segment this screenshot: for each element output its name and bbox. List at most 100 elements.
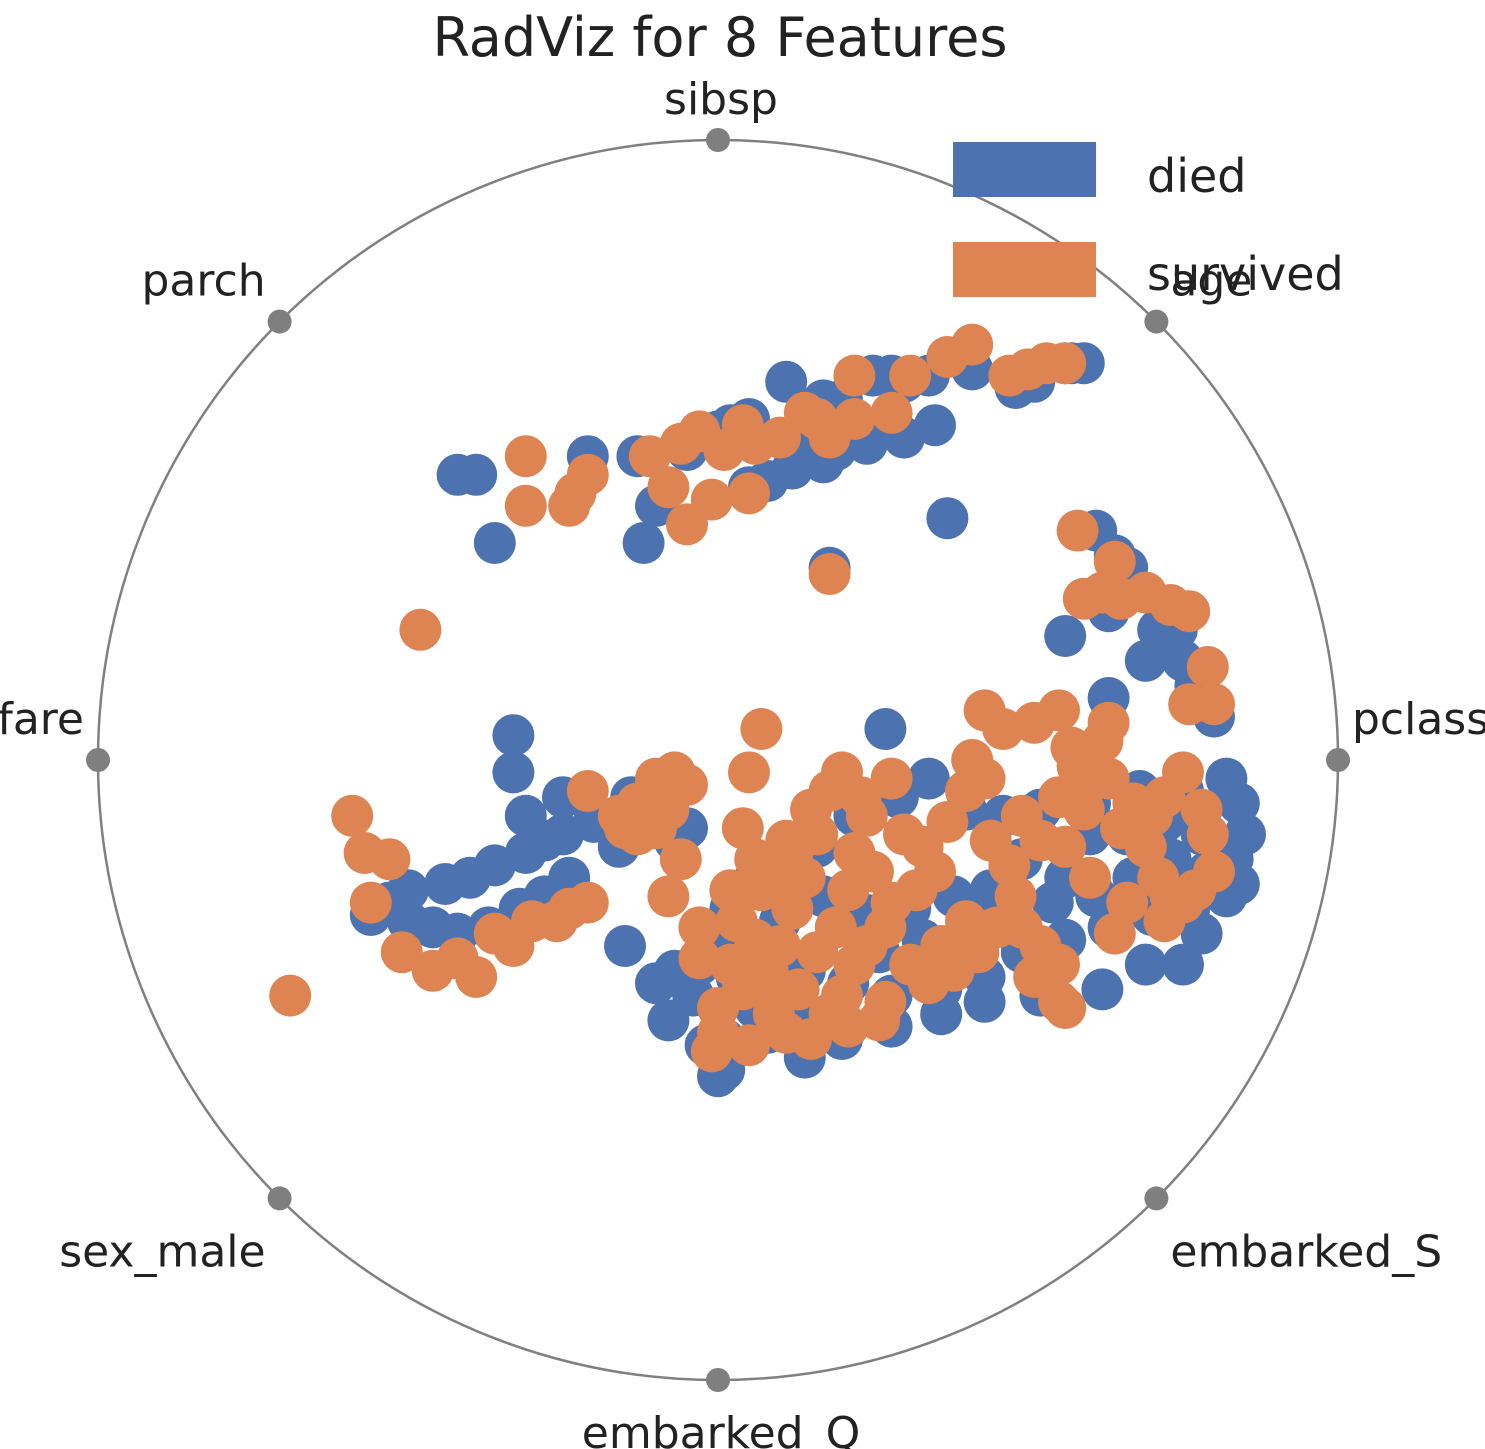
point-survived-156 [1044, 825, 1087, 868]
point-died-79 [635, 962, 677, 1005]
point-survived-131 [920, 925, 963, 967]
point-survived-165 [1044, 987, 1087, 1029]
point-survived-116 [926, 801, 969, 843]
point-survived-12 [833, 354, 876, 397]
point-survived-139 [1081, 720, 1124, 763]
anchor-sex-male [267, 1186, 292, 1211]
point-survived-54 [455, 956, 498, 998]
point-survived-127 [889, 943, 932, 986]
point-survived-31 [1056, 509, 1099, 552]
point-survived-25 [870, 391, 913, 434]
anchor-sibsp [706, 128, 730, 152]
point-survived-71 [659, 838, 702, 881]
point-survived-35 [1062, 577, 1105, 620]
anchor-label-sibsp: sibsp [664, 74, 778, 125]
point-survived-41 [1168, 683, 1211, 726]
legend-label-died: died [1147, 149, 1246, 203]
point-survived-149 [1180, 788, 1223, 831]
point-survived-48 [368, 838, 411, 881]
point-survived-158 [1075, 757, 1118, 800]
point-died-50 [492, 714, 535, 757]
point-died-146 [1031, 881, 1074, 924]
point-died-94 [1124, 943, 1167, 986]
anchor-label-sex-male: sex_male [59, 1226, 265, 1277]
anchor-label-fare: fare [0, 694, 84, 745]
point-survived-167 [1143, 900, 1186, 943]
point-survived-22 [728, 472, 770, 515]
point-died-77 [604, 925, 646, 967]
point-survived-24 [833, 398, 876, 440]
point-died-51 [492, 751, 535, 794]
anchor-embarked-q [706, 1368, 730, 1392]
point-survived-172 [740, 962, 783, 1005]
point-survived-176 [839, 776, 882, 819]
series-survived [269, 323, 1235, 1073]
point-survived-147 [1193, 850, 1235, 893]
point-survived-19 [1044, 342, 1087, 385]
point-survived-74 [728, 751, 770, 794]
point-survived-168 [1013, 956, 1056, 998]
point-survived-107 [690, 1030, 733, 1073]
point-survived-51 [380, 931, 423, 974]
point-died-2 [473, 522, 516, 564]
legend-swatch-survived [953, 242, 1096, 297]
point-survived-28 [647, 466, 690, 509]
anchor-label-embarked-q: embarked_Q [582, 1408, 860, 1449]
anchor-label-pclass: pclass [1352, 694, 1485, 745]
point-survived-30 [808, 553, 851, 595]
point-died-95 [1162, 943, 1204, 986]
point-survived-50 [269, 974, 312, 1017]
point-survived-38 [1168, 590, 1211, 633]
point-died-81 [647, 999, 690, 1042]
point-survived-46 [331, 794, 374, 837]
point-survived-171 [765, 1011, 808, 1054]
point-survived-95 [870, 757, 913, 800]
anchor-label-embarked-s: embarked_S [1170, 1226, 1442, 1277]
point-died-30 [914, 404, 956, 447]
point-died-49 [864, 708, 907, 750]
legend: died survived [953, 142, 1344, 301]
point-survived-98 [827, 869, 870, 912]
point-died-39 [1044, 615, 1087, 657]
point-survived-100 [796, 931, 839, 974]
point-survived-72 [647, 875, 690, 918]
point-survived-86 [759, 925, 801, 967]
anchor-label-age: age [1170, 256, 1252, 307]
point-survived-27 [554, 472, 597, 515]
point-survived-2 [504, 484, 547, 527]
anchor-fare [86, 748, 110, 772]
point-survived-154 [1093, 912, 1136, 955]
points-layer [269, 323, 1266, 1098]
point-survived-0 [504, 435, 547, 478]
point-survived-73 [740, 708, 783, 750]
anchor-pclass [1326, 748, 1350, 772]
point-survived-162 [951, 739, 994, 781]
point-died-108 [907, 757, 950, 800]
chart-title: RadViz for 8 Features [432, 6, 1007, 69]
legend-label-survived: survived [1147, 247, 1344, 301]
point-survived-29 [399, 608, 442, 651]
point-survived-161 [963, 689, 1006, 732]
point-survived-152 [1131, 794, 1173, 837]
point-survived-155 [1069, 856, 1111, 899]
anchor-embarked-s [1144, 1186, 1169, 1211]
point-survived-15 [951, 323, 994, 366]
anchors-layer: pclass age sibsp parch fare sex_male embarked_… [0, 74, 1485, 1449]
anchor-label-parch: parch [142, 256, 266, 307]
anchor-parch [267, 309, 292, 334]
point-survived-49 [349, 881, 392, 924]
point-survived-78 [635, 788, 677, 831]
point-survived-169 [858, 999, 901, 1042]
legend-swatch-died [953, 142, 1096, 197]
point-survived-159 [1000, 794, 1043, 837]
point-survived-60 [566, 881, 609, 924]
point-died-11 [765, 360, 808, 403]
point-died-101 [1205, 757, 1248, 800]
point-died-6 [622, 522, 665, 564]
point-survived-75 [566, 770, 609, 812]
point-survived-174 [752, 844, 795, 887]
anchor-age [1144, 309, 1169, 334]
point-survived-170 [808, 993, 851, 1036]
point-died-93 [1081, 968, 1124, 1011]
